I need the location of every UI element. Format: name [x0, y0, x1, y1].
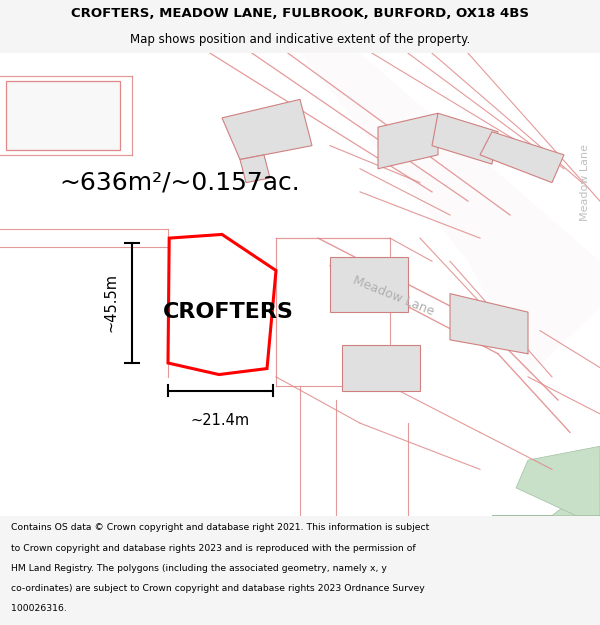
Text: Meadow Lane: Meadow Lane: [580, 144, 590, 221]
Polygon shape: [240, 155, 270, 182]
Polygon shape: [492, 479, 600, 516]
Polygon shape: [378, 113, 438, 169]
Polygon shape: [300, 53, 600, 377]
Polygon shape: [516, 446, 600, 516]
Polygon shape: [432, 113, 498, 164]
Polygon shape: [222, 99, 312, 159]
Text: ~636m²/~0.157ac.: ~636m²/~0.157ac.: [59, 171, 301, 194]
Polygon shape: [0, 53, 600, 516]
Polygon shape: [480, 132, 564, 182]
Text: CROFTERS, MEADOW LANE, FULBROOK, BURFORD, OX18 4BS: CROFTERS, MEADOW LANE, FULBROOK, BURFORD…: [71, 7, 529, 20]
Polygon shape: [168, 234, 276, 374]
Polygon shape: [180, 303, 228, 331]
Text: to Crown copyright and database rights 2023 and is reproduced with the permissio: to Crown copyright and database rights 2…: [11, 544, 415, 552]
Text: ~21.4m: ~21.4m: [191, 413, 250, 428]
Text: Contains OS data © Crown copyright and database right 2021. This information is : Contains OS data © Crown copyright and d…: [11, 523, 429, 532]
Text: Map shows position and indicative extent of the property.: Map shows position and indicative extent…: [130, 33, 470, 46]
Text: 100026316.: 100026316.: [11, 604, 67, 613]
Polygon shape: [342, 344, 420, 391]
Polygon shape: [6, 81, 120, 150]
Polygon shape: [330, 257, 408, 312]
Text: Meadow Lane: Meadow Lane: [350, 274, 436, 318]
Text: co-ordinates) are subject to Crown copyright and database rights 2023 Ordnance S: co-ordinates) are subject to Crown copyr…: [11, 584, 425, 593]
Text: HM Land Registry. The polygons (including the associated geometry, namely x, y: HM Land Registry. The polygons (includin…: [11, 564, 386, 572]
Text: CROFTERS: CROFTERS: [163, 302, 293, 322]
Text: ~45.5m: ~45.5m: [104, 273, 119, 332]
Polygon shape: [450, 294, 528, 354]
Polygon shape: [180, 238, 222, 266]
